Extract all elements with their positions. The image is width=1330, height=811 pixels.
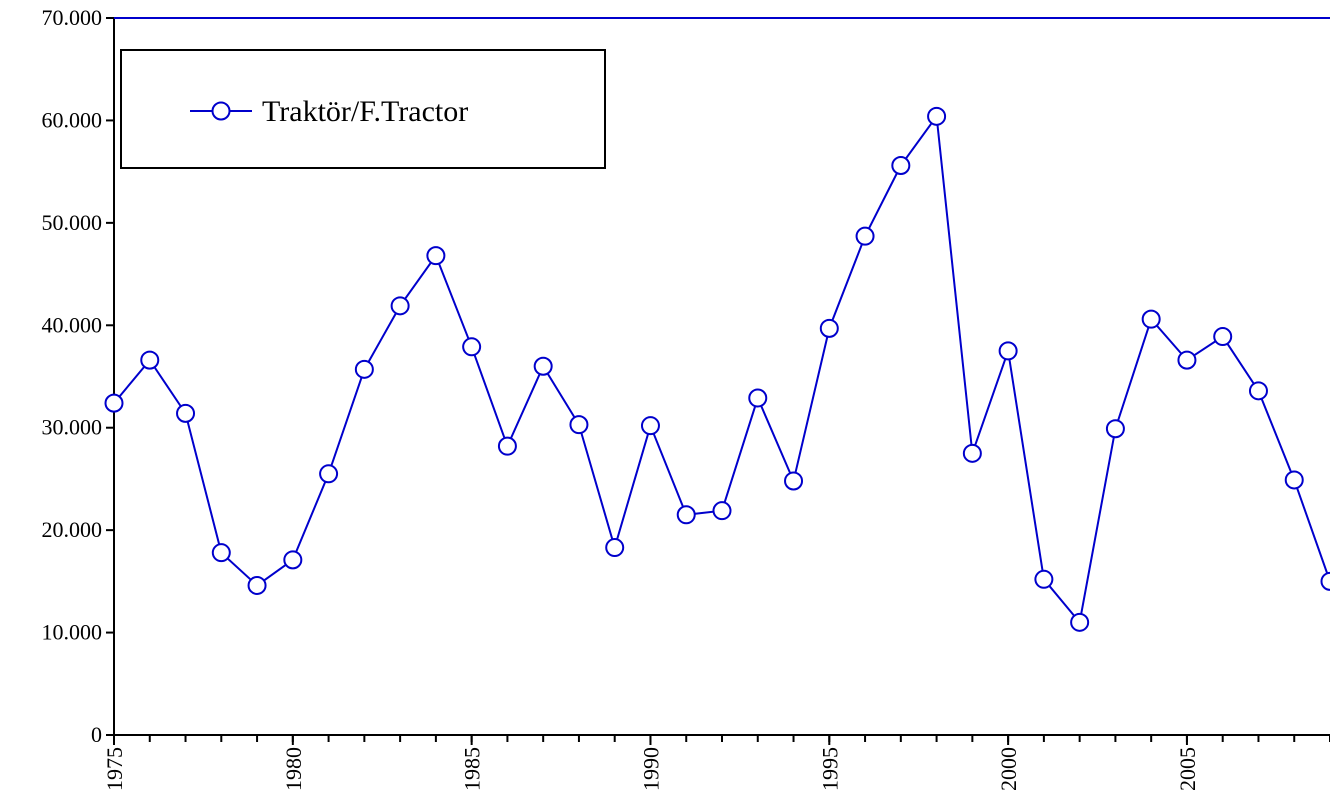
y-tick-label: 20.000 [42,517,103,542]
data-point [354,359,374,379]
data-point [1213,327,1233,347]
data-point [998,341,1018,361]
x-tick-label: 1980 [281,747,306,791]
y-tick-label: 50.000 [42,210,103,235]
data-point [891,155,911,175]
data-point [1248,381,1268,401]
data-point [140,350,160,370]
data-point [962,443,982,463]
data-point [462,337,482,357]
legend-marker [211,101,231,121]
data-point [104,393,124,413]
data-point [211,543,231,563]
data-point [390,296,410,316]
data-point [1141,309,1161,329]
y-tick-label: 30.000 [42,415,103,440]
data-point [176,403,196,423]
data-point [819,318,839,338]
data-point [640,416,660,436]
data-point [1284,470,1304,490]
data-point [1320,571,1330,591]
x-tick-label: 1995 [817,747,842,791]
data-point [283,550,303,570]
y-tick-label: 10.000 [42,620,103,645]
legend-box [120,49,606,169]
data-point [712,501,732,521]
data-point [426,246,446,266]
legend-label: Traktör/F.Tractor [262,95,468,128]
x-tick-label: 2005 [1175,747,1200,791]
y-tick-label: 70.000 [42,5,103,30]
data-point [676,505,696,525]
y-tick-label: 0 [91,722,102,747]
data-point [1177,350,1197,370]
data-point [1070,612,1090,632]
data-point [1034,569,1054,589]
data-point [855,226,875,246]
x-tick-label: 1975 [102,747,127,791]
x-tick-label: 1985 [460,747,485,791]
x-tick-label: 1990 [638,747,663,791]
data-point [497,436,517,456]
data-point [1105,419,1125,439]
y-tick-label: 60.000 [42,107,103,132]
data-point [247,575,267,595]
y-tick-label: 40.000 [42,312,103,337]
series-line [113,113,1330,625]
data-point [319,464,339,484]
data-point [784,471,804,491]
data-point [533,356,553,376]
data-point [748,388,768,408]
data-point [605,538,625,558]
data-point [927,106,947,126]
data-point [569,415,589,435]
x-tick-label: 2000 [996,747,1021,791]
